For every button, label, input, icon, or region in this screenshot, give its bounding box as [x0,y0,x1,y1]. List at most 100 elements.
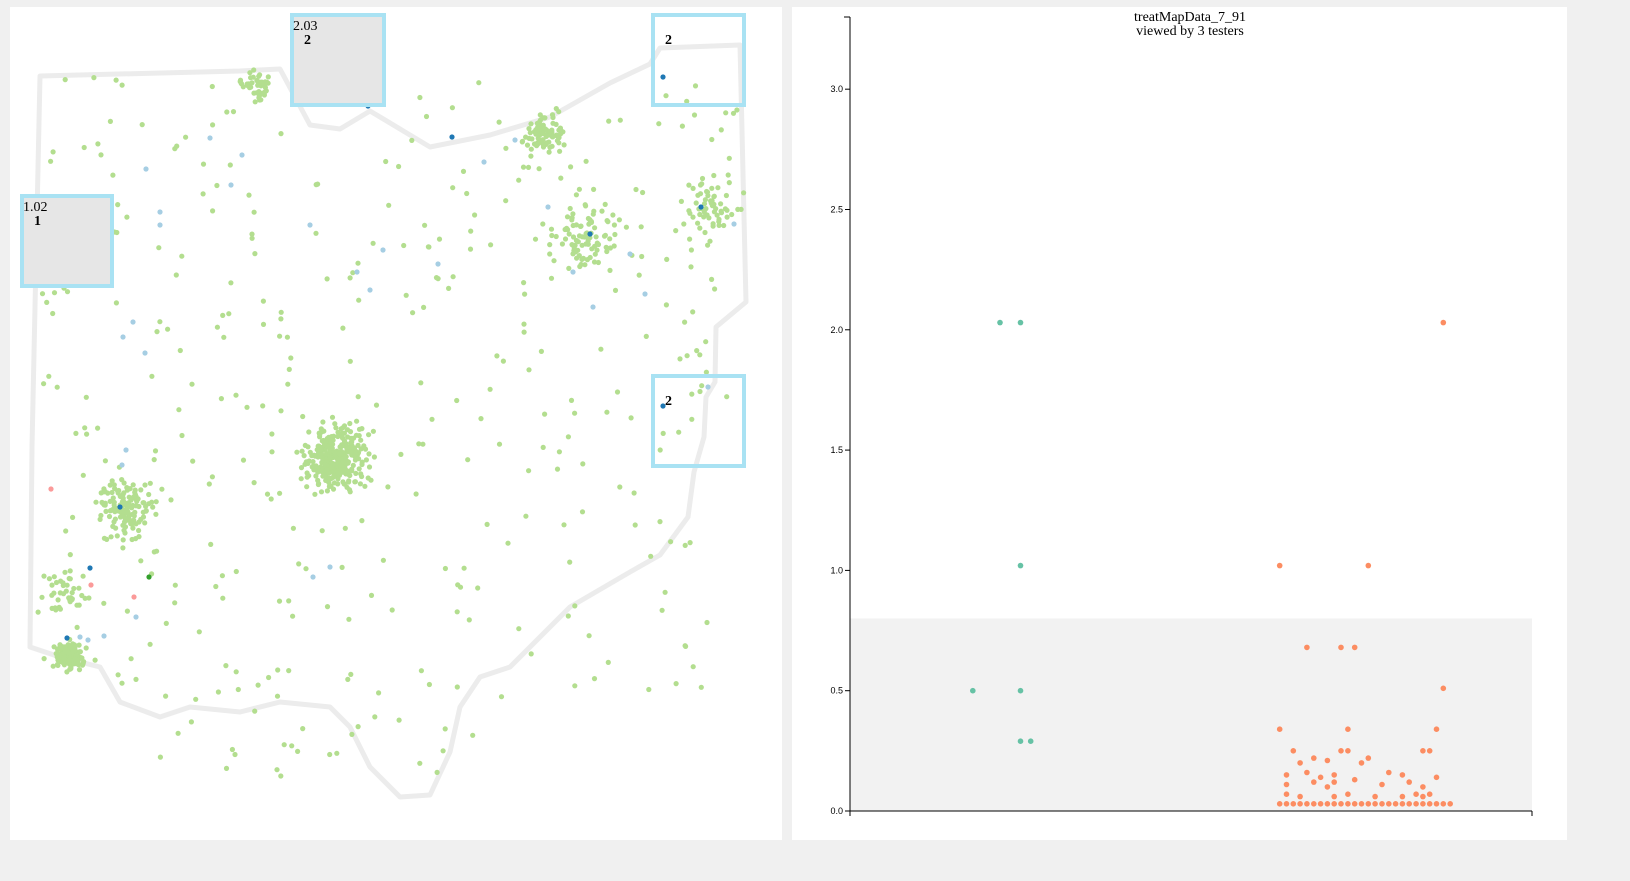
map-dot [119,477,125,483]
map-dot [247,84,253,90]
map-dot [333,425,339,431]
map-dot [335,433,341,440]
map-dot [356,297,362,303]
map-dot [318,452,324,458]
map-dot [114,533,120,539]
map-dot [63,649,69,655]
map-dot [215,689,221,695]
map-dot [107,498,113,504]
map-dot [587,254,593,261]
map-dot [175,730,181,736]
map-dot [319,528,325,534]
map-dot [362,483,368,489]
map-dot [478,416,484,422]
map-dot [605,219,611,225]
map-dot [339,564,345,571]
selection-box[interactable]: 2 [651,13,746,107]
map-dot [726,180,732,186]
map-dot [82,595,88,601]
map-dot [604,409,610,415]
map-dot [157,222,163,228]
map-dot [50,663,56,669]
map-dot [679,123,686,129]
map-dot [324,488,330,494]
map-dot [111,519,117,525]
chart-point [1345,791,1351,797]
map-dot [224,109,230,115]
map-dot [284,334,290,340]
map-dot [124,214,130,220]
map-dot [109,478,115,484]
map-dot [239,152,245,158]
chart-point [1406,801,1412,807]
map-dot [210,122,216,128]
map-dot [318,426,324,432]
map-dot [544,140,550,146]
ohio-map[interactable]: 1.021 2.032 2 2 [10,7,782,840]
map-dot [716,219,722,225]
map-dot [440,748,446,754]
chart-point [1379,781,1385,788]
map-dot [298,476,304,482]
map-dot [699,383,705,389]
chart-point [1317,774,1324,781]
map-dot [93,499,99,505]
chart-point [1413,801,1419,807]
map-dot [642,291,648,297]
map-dot [352,479,358,485]
map-dot [157,209,163,215]
map-dot [46,373,52,379]
chart-point [1276,726,1283,732]
map-dot [325,444,332,450]
selection-box[interactable]: 2 [651,374,746,468]
selection-box[interactable]: 2.032 [290,13,386,107]
map-dot [563,226,569,232]
map-dot [602,201,608,207]
map-dot [83,645,89,651]
map-dot [616,217,623,223]
map-dot [133,503,139,509]
map-dot [592,251,598,257]
map-dot [528,121,534,127]
chart-point [1297,793,1303,800]
map-dot [100,500,106,506]
chart-point [1440,685,1447,692]
map-dot [226,311,232,317]
map-dot [467,246,474,252]
map-dot [345,676,351,683]
map-dot [132,489,138,495]
map-dot [398,451,404,457]
map-dot [179,432,185,439]
map-dot [251,480,257,486]
map-dot [119,462,125,468]
chart-point [1351,776,1358,783]
chart-point [1324,801,1331,807]
map-dot [168,497,174,503]
map-dot [346,479,352,485]
map-dot [346,616,352,622]
map-dot [526,468,532,474]
map-dot [152,448,159,454]
map-dot [323,439,329,445]
map-dot [372,714,378,720]
map-dot [472,212,478,218]
map-dot [593,234,599,240]
chart-point [1311,779,1317,785]
map-dot [579,234,586,240]
map-dot [702,229,708,236]
map-dot [209,474,215,480]
map-dot [101,600,107,606]
map-dot [264,491,271,497]
selection-box[interactable]: 1.021 [20,194,114,288]
map-dot [76,642,82,648]
map-dot [209,83,215,90]
map-dot [339,430,345,436]
map-dot [86,595,92,601]
map-dot [562,236,569,242]
map-dot [250,74,256,80]
map-dot [298,465,305,471]
map-dot [318,489,325,495]
map-dot [595,259,602,266]
map-dot [401,242,407,249]
map-dot [112,509,118,515]
